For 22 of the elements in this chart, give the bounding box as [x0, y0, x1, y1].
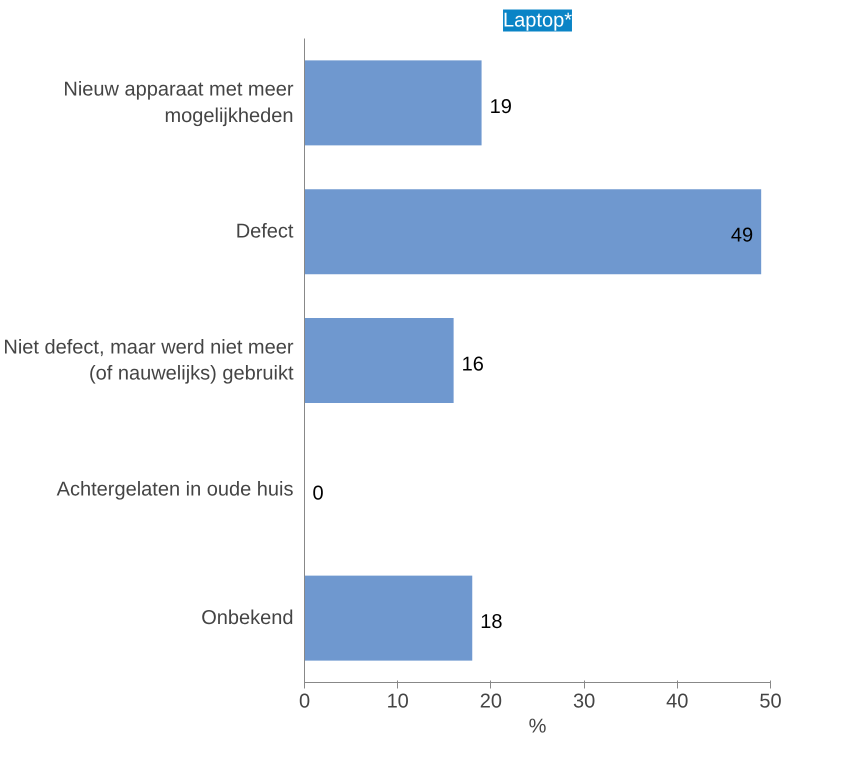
- bar: [304, 318, 454, 404]
- y-tick-label: Nieuw apparaat met meer mogelijkheden: [63, 78, 294, 128]
- y-tick-label: Defect: [236, 220, 294, 243]
- chart-title: Laptop*: [503, 10, 572, 32]
- bar: [304, 60, 482, 146]
- y-tick-label: Niet defect, maar werd niet meer (of nauwelijks) gebruikt: [3, 336, 294, 385]
- x-tick-label: 10: [386, 690, 409, 712]
- y-tick-label: Achtergelaten in oude huis: [56, 478, 294, 500]
- y-tick-label: Onbekend: [201, 607, 294, 630]
- data-label: 16: [462, 354, 484, 376]
- x-tick-label: 50: [759, 690, 782, 712]
- x-axis-title: %: [528, 716, 547, 738]
- data-label: 18: [480, 611, 503, 634]
- data-label: 19: [490, 96, 512, 118]
- bar: [304, 576, 472, 661]
- data-label: 49: [730, 224, 754, 247]
- x-tick-label: 0: [298, 690, 310, 712]
- bar: [304, 189, 762, 274]
- x-tick-label: 20: [480, 690, 502, 712]
- data-label: 0: [312, 482, 324, 504]
- x-tick-label: 30: [572, 690, 596, 712]
- x-tick-label: 40: [666, 690, 688, 712]
